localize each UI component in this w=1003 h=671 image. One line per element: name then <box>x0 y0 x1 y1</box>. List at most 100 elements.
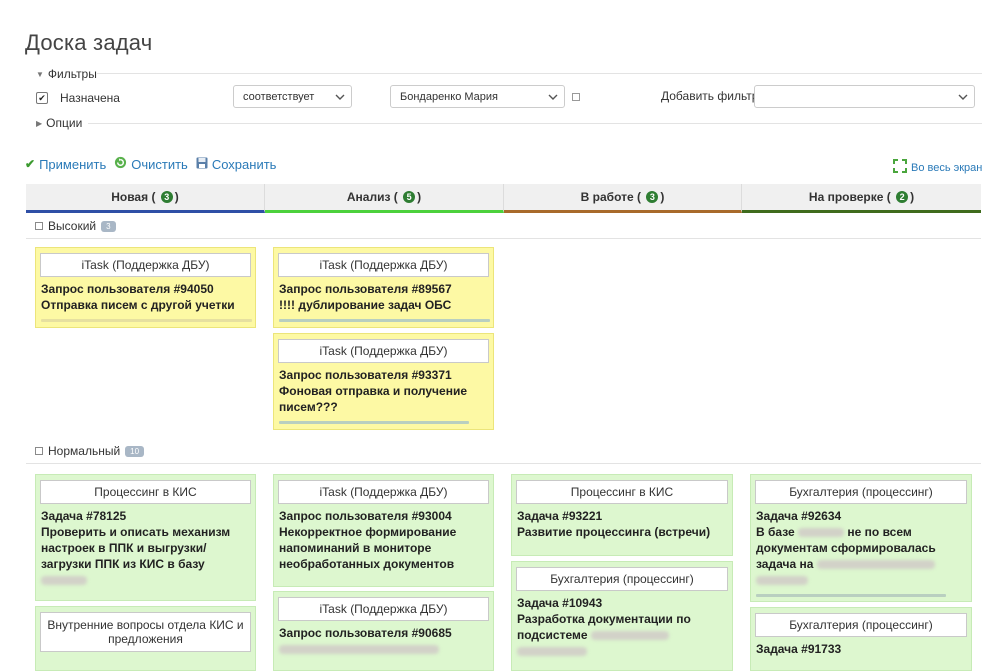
expand-triangle-icon: ▶ <box>36 118 43 128</box>
collapse-triangle-icon: ▼ <box>36 69 44 79</box>
redacted-text <box>41 576 87 586</box>
task-card[interactable]: Внутренние вопросы отдела КИС и предложе… <box>35 606 256 671</box>
add-filter-select[interactable] <box>754 85 975 108</box>
card-subject: загрузки ППК из КИС в базу <box>41 557 205 571</box>
task-card[interactable]: Бухгалтерия (процессинг) Задача #91733 <box>750 607 972 671</box>
card-subject: задача на <box>756 557 814 571</box>
multi-select-toggle-icon[interactable] <box>572 93 580 101</box>
card-title[interactable]: Запрос пользователя #94050 <box>41 282 214 296</box>
card-subject: напоминаний в мониторе <box>279 541 432 555</box>
collapse-square-icon <box>35 222 43 230</box>
column-count-badge: 5 <box>403 191 416 203</box>
card-title[interactable]: Задача #92634 <box>756 509 842 523</box>
card-title[interactable]: Задача #78125 <box>41 509 127 523</box>
card-text: Запрос пользователя #93004 Некорректное … <box>274 504 493 572</box>
assigned-label: Назначена <box>60 91 120 105</box>
fullscreen-label: Во весь экран <box>911 161 983 174</box>
card-subject: Проверить и описать механизм <box>41 525 231 539</box>
card-text: Задача #91733 <box>751 637 971 657</box>
operator-select[interactable]: соответствует <box>233 85 352 108</box>
task-card[interactable]: Бухгалтерия (процессинг) Задача #10943 Р… <box>511 561 733 671</box>
card-subject: !!!! дублирование задач ОБС <box>279 298 452 312</box>
task-card[interactable]: iTask (Поддержка ДБУ) Запрос пользовател… <box>273 333 494 430</box>
card-title[interactable]: Запрос пользователя #93004 <box>279 509 452 523</box>
assigned-checkbox[interactable]: ✔ <box>36 92 48 104</box>
swimlane-divider <box>26 463 981 464</box>
card-title[interactable]: Запрос пользователя #90685 <box>279 626 452 640</box>
card-project: Бухгалтерия (процессинг) <box>516 567 728 591</box>
card-project: iTask (Поддержка ДБУ) <box>278 480 489 504</box>
column-count-badge: 3 <box>646 191 659 203</box>
swimlane-header-normal[interactable]: Нормальный 10 <box>35 444 145 458</box>
swimlane-header-high[interactable]: Высокий 3 <box>35 219 116 233</box>
task-card[interactable]: iTask (Поддержка ДБУ) Запрос пользовател… <box>273 591 494 671</box>
card-subject: документам сформировалась <box>756 541 936 555</box>
apply-label: Применить <box>39 156 107 172</box>
operator-select-value: соответствует <box>243 90 315 103</box>
options-legend: Опции <box>46 116 83 130</box>
card-title[interactable]: Задача #91733 <box>756 642 842 656</box>
save-button[interactable]: Сохранить <box>196 157 276 172</box>
checkmark-icon: ✔ <box>25 157 36 171</box>
clear-label: Очистить <box>131 156 188 172</box>
card-project: Процессинг в КИС <box>40 480 251 504</box>
card-title[interactable]: Запрос пользователя #89567 <box>279 282 452 296</box>
floppy-disk-icon <box>196 157 208 172</box>
swimlane-count-badge: 10 <box>125 445 145 457</box>
column-header-analysis[interactable]: Анализ ( 5) <box>265 184 504 213</box>
card-project: iTask (Поддержка ДБУ) <box>278 339 489 363</box>
column-header-new[interactable]: Новая ( 3) <box>26 184 265 213</box>
card-text: Задача #93221 Развитие процессинга (встр… <box>512 504 732 540</box>
card-title[interactable]: Задача #10943 <box>517 596 603 610</box>
card-subject: подсистеме <box>517 628 588 642</box>
options-toggle[interactable]: ▶ Опции <box>36 116 82 130</box>
progress-bar <box>279 421 469 424</box>
card-project: Процессинг в КИС <box>516 480 728 504</box>
card-project: iTask (Поддержка ДБУ) <box>278 253 489 277</box>
redacted-text <box>756 576 808 586</box>
card-project: iTask (Поддержка ДБУ) <box>40 253 251 277</box>
card-subject: Фоновая отправка и получение <box>279 384 467 398</box>
assigned-filter: ✔ Назначена <box>36 91 120 105</box>
card-subject: не по всем <box>847 525 912 539</box>
user-select[interactable]: Бондаренко Мария <box>390 85 565 108</box>
swimlane-label: Высокий <box>48 219 97 233</box>
redacted-text <box>279 645 439 655</box>
apply-button[interactable]: ✔ Применить <box>25 157 106 172</box>
collapse-square-icon <box>35 447 43 455</box>
task-card[interactable]: iTask (Поддержка ДБУ) Запрос пользовател… <box>273 247 494 328</box>
column-header-review[interactable]: На проверке ( 2) <box>742 184 981 213</box>
swimlane-label: Нормальный <box>48 444 121 458</box>
fullscreen-button[interactable]: Во весь экран <box>893 159 982 176</box>
column-name: Анализ <box>346 190 391 204</box>
filters-legend: Фильтры <box>47 67 97 81</box>
column-count-badge: 3 <box>160 191 173 203</box>
filters-toggle[interactable]: ▼ Фильтры <box>36 67 97 81</box>
task-card[interactable]: iTask (Поддержка ДБУ) Запрос пользовател… <box>35 247 256 328</box>
card-text: Запрос пользователя #93371 Фоновая отпра… <box>274 363 493 415</box>
page-title: Доска задач <box>25 30 153 55</box>
task-card[interactable]: Процессинг в КИС Задача #93221 Развитие … <box>511 474 733 556</box>
card-text: Запрос пользователя #94050 Отправка писе… <box>36 277 255 313</box>
card-project: Бухгалтерия (процессинг) <box>755 613 967 637</box>
card-project: Внутренние вопросы отдела КИС и предложе… <box>40 612 251 652</box>
column-header-in-progress[interactable]: В работе ( 3) <box>504 184 742 213</box>
add-filter-label: Добавить фильтр <box>661 89 759 103</box>
card-title[interactable]: Запрос пользователя #93371 <box>279 368 452 382</box>
card-text: Задача #92634 В базе не по всем документ… <box>751 504 971 588</box>
card-title[interactable]: Задача #93221 <box>517 509 603 523</box>
column-name: Новая <box>111 190 149 204</box>
task-card[interactable]: Процессинг в КИС Задача #78125 Проверить… <box>35 474 256 601</box>
task-card[interactable]: Бухгалтерия (процессинг) Задача #92634 В… <box>750 474 972 602</box>
user-select-value: Бондаренко Мария <box>400 90 498 103</box>
column-name: В работе <box>580 190 634 204</box>
reload-icon <box>114 156 127 172</box>
redacted-text <box>816 560 935 570</box>
progress-bar <box>756 594 946 597</box>
clear-button[interactable]: Очистить <box>114 156 188 172</box>
fullscreen-icon <box>893 159 907 176</box>
chevron-down-icon <box>958 91 968 103</box>
swimlane-count-badge: 3 <box>101 220 116 232</box>
task-card[interactable]: iTask (Поддержка ДБУ) Запрос пользовател… <box>273 474 494 587</box>
card-subject: Развитие процессинга (встречи) <box>517 525 711 539</box>
